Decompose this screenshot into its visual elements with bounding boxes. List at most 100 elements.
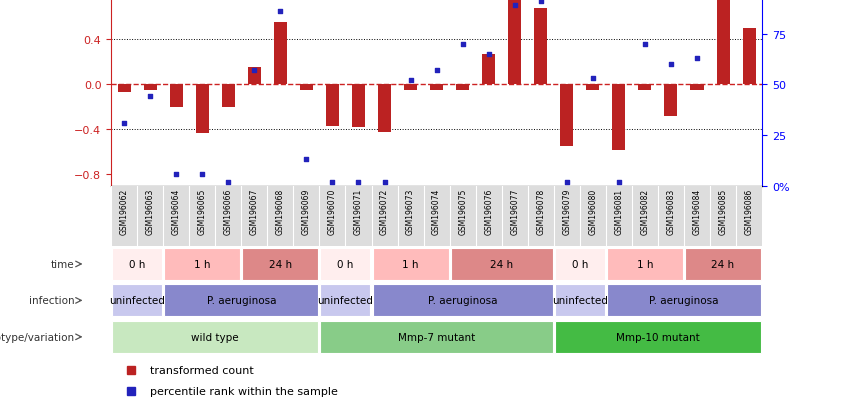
Point [404, 78, 418, 84]
Bar [195, 85, 208, 133]
Point [612, 179, 626, 185]
Text: infection: infection [30, 296, 75, 306]
Text: GSM196076: GSM196076 [484, 188, 493, 234]
Text: 24 h: 24 h [269, 259, 292, 269]
Bar [352, 85, 365, 128]
Text: Mmp-7 mutant: Mmp-7 mutant [398, 332, 475, 342]
Bar [717, 0, 729, 85]
Text: GSM196074: GSM196074 [432, 188, 441, 234]
Text: GSM196079: GSM196079 [562, 188, 571, 234]
Text: uninfected: uninfected [318, 296, 373, 306]
Text: P. aeruginosa: P. aeruginosa [428, 296, 497, 306]
Point [273, 9, 287, 16]
Text: uninfected: uninfected [109, 296, 165, 306]
Bar [378, 85, 391, 132]
Bar [326, 85, 339, 127]
Bar [508, 0, 521, 85]
Text: GSM196083: GSM196083 [667, 188, 675, 234]
Bar [242, 248, 319, 280]
Point [430, 68, 444, 74]
Bar [638, 85, 651, 91]
Text: GSM196085: GSM196085 [719, 188, 727, 234]
Bar [112, 248, 162, 280]
Bar [274, 23, 286, 85]
Point [299, 157, 313, 163]
Text: GSM196067: GSM196067 [250, 188, 259, 234]
Bar [665, 85, 677, 116]
Point [560, 179, 574, 185]
Text: uninfected: uninfected [552, 296, 608, 306]
Bar [404, 85, 417, 91]
Text: 0 h: 0 h [338, 259, 353, 269]
Point [143, 94, 157, 100]
Point [508, 3, 522, 9]
Text: P. aeruginosa: P. aeruginosa [649, 296, 719, 306]
Point [456, 41, 470, 48]
Point [664, 62, 678, 68]
Bar [320, 321, 553, 353]
Text: 0 h: 0 h [129, 259, 145, 269]
Text: transformed count: transformed count [150, 366, 254, 375]
Bar [430, 85, 443, 91]
Bar [555, 321, 761, 353]
Bar [169, 85, 182, 107]
Bar [555, 285, 605, 317]
Text: percentile rank within the sample: percentile rank within the sample [150, 387, 338, 396]
Text: 24 h: 24 h [490, 259, 513, 269]
Text: GSM196080: GSM196080 [589, 188, 597, 234]
Text: GSM196075: GSM196075 [458, 188, 467, 234]
Point [690, 55, 704, 62]
Text: GSM196066: GSM196066 [224, 188, 233, 234]
Bar [561, 85, 573, 147]
Point [352, 179, 365, 185]
Bar [555, 248, 605, 280]
Text: GSM196063: GSM196063 [146, 188, 155, 234]
Bar [117, 85, 130, 93]
Bar [535, 9, 547, 85]
Bar [685, 248, 761, 280]
Text: GSM196082: GSM196082 [641, 188, 649, 234]
Text: GSM196062: GSM196062 [120, 188, 128, 234]
Point [378, 179, 391, 185]
Point [195, 171, 209, 178]
Bar [483, 55, 495, 85]
Bar [372, 248, 449, 280]
Bar [450, 248, 553, 280]
Point [482, 51, 496, 58]
Text: 1 h: 1 h [402, 259, 419, 269]
Bar [300, 85, 312, 91]
Bar [112, 285, 162, 317]
Point [326, 179, 339, 185]
Text: 1 h: 1 h [194, 259, 211, 269]
Text: GSM196068: GSM196068 [276, 188, 285, 234]
Bar [607, 248, 683, 280]
Text: wild type: wild type [192, 332, 239, 342]
Bar [372, 285, 553, 317]
Bar [613, 85, 625, 150]
Point [117, 120, 131, 127]
Bar [691, 85, 703, 91]
Text: GSM196071: GSM196071 [354, 188, 363, 234]
Text: GSM196084: GSM196084 [693, 188, 701, 234]
Text: 24 h: 24 h [712, 259, 734, 269]
Text: genotype/variation: genotype/variation [0, 332, 75, 342]
Point [534, 0, 548, 5]
Text: time: time [51, 259, 75, 269]
Bar [457, 85, 469, 91]
Text: Mmp-10 mutant: Mmp-10 mutant [616, 332, 700, 342]
Bar [320, 248, 371, 280]
Text: GSM196069: GSM196069 [302, 188, 311, 234]
Text: P. aeruginosa: P. aeruginosa [207, 296, 276, 306]
Text: 0 h: 0 h [572, 259, 588, 269]
Text: GSM196072: GSM196072 [380, 188, 389, 234]
Text: GSM196078: GSM196078 [536, 188, 545, 234]
Text: GSM196065: GSM196065 [198, 188, 207, 234]
Bar [587, 85, 599, 91]
Bar [607, 285, 761, 317]
Text: 1 h: 1 h [636, 259, 654, 269]
Point [247, 68, 261, 74]
Text: GSM196077: GSM196077 [510, 188, 519, 234]
Bar [222, 85, 234, 107]
Text: GSM196064: GSM196064 [172, 188, 181, 234]
Text: GSM196081: GSM196081 [615, 188, 623, 234]
